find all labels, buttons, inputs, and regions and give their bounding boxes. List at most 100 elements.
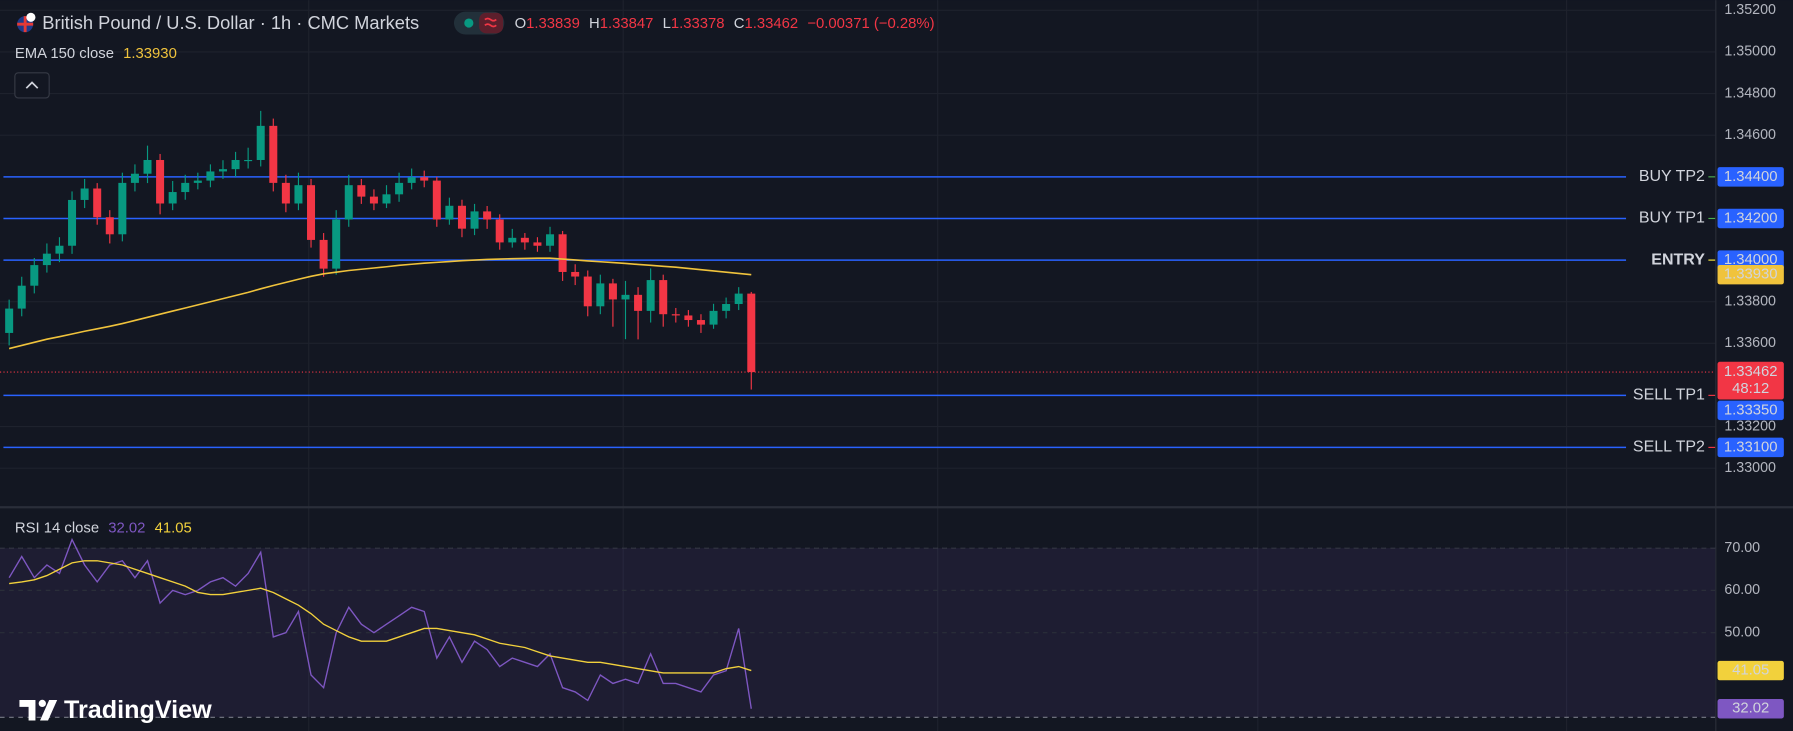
candle-body — [659, 280, 668, 315]
change-value: −0.00371 (−0.28%) — [807, 16, 934, 32]
rsi-tag-label: 41.05 — [1732, 662, 1769, 678]
ohlc-value: 1.33462 — [744, 16, 798, 32]
candle-body — [420, 177, 429, 181]
level-name: SELL TP1 — [1633, 387, 1705, 404]
level-tag-label: 1.34200 — [1724, 210, 1778, 226]
ohlc-value: 1.33378 — [671, 16, 725, 32]
ema-title: EMA 150 close — [15, 46, 114, 62]
candle-body — [432, 180, 441, 220]
candle-body — [546, 234, 555, 246]
candle-body — [696, 320, 705, 325]
candle-body — [583, 276, 592, 307]
rsi-tag-label: 32.02 — [1732, 701, 1769, 717]
level-tag — [1717, 437, 1784, 458]
candle-body — [357, 185, 366, 197]
candle-body — [571, 271, 580, 277]
candle-body — [218, 169, 227, 172]
y-tick-label: 1.33000 — [1724, 460, 1776, 476]
rsi-tag — [1717, 660, 1784, 681]
rsi-line — [8, 537, 752, 709]
rsi-title: RSI 14 close — [15, 520, 99, 536]
level-tag-label: 1.33100 — [1724, 439, 1778, 455]
candle-body — [395, 182, 404, 195]
candle-body — [508, 237, 517, 243]
candle-body — [470, 211, 479, 229]
candle-body — [80, 188, 89, 200]
symbol-title: British Pound / U.S. Dollar · 1h · CMC M… — [42, 12, 419, 33]
ema-legend: EMA 150 close 1.33930 — [15, 46, 177, 62]
ohlc-label: C — [734, 16, 745, 32]
candle-body — [42, 253, 51, 266]
candle-body — [382, 194, 391, 204]
candle-body — [55, 245, 64, 254]
ohlc-label: O — [515, 16, 527, 32]
ema-tag — [1717, 264, 1784, 285]
y-tick-label: 1.35200 — [1724, 2, 1776, 18]
level-tag-label: 1.33350 — [1724, 402, 1778, 418]
candle-body — [457, 205, 466, 229]
candle-body — [634, 294, 643, 311]
y-tick-label: 1.34600 — [1724, 127, 1776, 143]
level-name: ENTRY — [1651, 251, 1705, 268]
status-pill[interactable] — [453, 11, 505, 35]
candle-body — [407, 177, 416, 183]
candle-body — [143, 159, 152, 174]
candle-body — [307, 185, 316, 240]
level-tag — [1717, 208, 1784, 229]
candle-body — [319, 239, 328, 269]
plot: BUY TP2 BUY TP1 ENTRY SELL TP1 SELL TP2 — [0, 110, 1716, 709]
candle-body — [344, 185, 353, 220]
candle-body — [483, 211, 492, 220]
y-tick-label: 1.34800 — [1724, 85, 1776, 101]
candle-body — [608, 283, 617, 300]
rsi-tick-label: 70.00 — [1724, 540, 1760, 556]
candle-body — [709, 310, 718, 325]
candle-body — [156, 159, 165, 204]
candle-body — [256, 125, 265, 160]
candle-body — [193, 180, 202, 183]
tradingview-logo: TradingView — [19, 696, 212, 724]
level-tag — [1717, 400, 1784, 421]
ohlc-label: L — [663, 16, 671, 32]
candle-body — [445, 205, 454, 220]
collapse-button[interactable] — [14, 72, 50, 99]
candle-body — [294, 185, 303, 204]
candle-body — [646, 280, 655, 311]
candle-body — [118, 182, 127, 235]
candle-body — [558, 234, 567, 272]
candle-body — [281, 182, 290, 204]
last-price-tag — [1717, 361, 1784, 400]
rsi-value: 32.02 — [108, 520, 145, 536]
level-tag — [1717, 167, 1784, 187]
candle-body — [130, 173, 139, 183]
rsi-legend: RSI 14 close 32.02 41.05 — [15, 520, 192, 536]
candle-body — [5, 308, 14, 333]
y-tick-label: 1.33200 — [1724, 418, 1776, 434]
candle-body — [181, 182, 190, 193]
candle-body — [206, 171, 215, 181]
candle-body — [269, 125, 278, 183]
rsi-tick-label: 50.00 — [1724, 624, 1760, 640]
level-name: BUY TP2 — [1639, 168, 1705, 185]
level-tag-label: 1.34400 — [1724, 169, 1778, 185]
level-name: SELL TP2 — [1633, 439, 1705, 456]
y-tick-label: 1.33800 — [1724, 294, 1776, 310]
candle-body — [93, 188, 102, 218]
level-name: BUY TP1 — [1639, 210, 1705, 227]
rsi-tag — [1717, 699, 1784, 719]
symbol-icon — [17, 12, 36, 33]
candle-body — [68, 199, 77, 246]
last-price-label: 1.33462 — [1724, 364, 1778, 380]
candle-body — [520, 237, 529, 243]
vertical-grid — [308, 0, 1568, 731]
ema-line — [8, 257, 752, 350]
candle-body — [671, 314, 680, 316]
candle-body — [332, 219, 341, 269]
candle-body — [30, 265, 39, 286]
candle-body — [231, 159, 240, 170]
y-tick-label: 1.35000 — [1724, 44, 1776, 60]
candle-body — [734, 293, 743, 305]
candle-body — [369, 196, 378, 204]
ema-value: 1.33930 — [123, 46, 177, 62]
